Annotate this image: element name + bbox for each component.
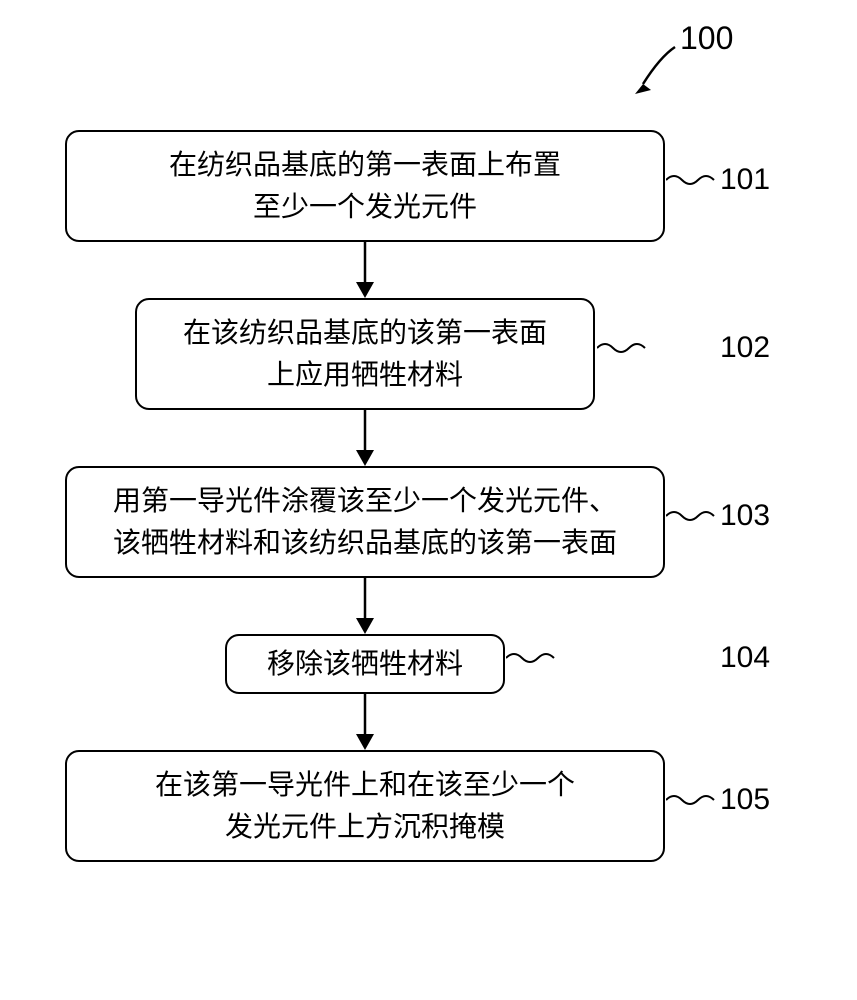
reference-arrow-100 bbox=[625, 42, 685, 97]
arrow-down-icon bbox=[351, 410, 379, 466]
flowchart-box-104: 移除该牺牲材料 bbox=[225, 634, 505, 694]
flowchart-box-103: 用第一导光件涂覆该至少一个发光元件、 该牺牲材料和该纺织品基底的该第一表面 bbox=[65, 466, 665, 578]
box-text-line2: 至少一个发光元件 bbox=[253, 186, 477, 228]
box-text-line1: 用第一导光件涂覆该至少一个发光元件、 bbox=[113, 480, 617, 522]
box-label-102: 102 bbox=[720, 331, 770, 365]
arrow-down-icon bbox=[351, 242, 379, 298]
arrow-down-icon bbox=[351, 694, 379, 750]
box-label-103: 103 bbox=[720, 499, 770, 533]
squiggle-103 bbox=[666, 506, 716, 526]
flowchart-box-101: 在纺织品基底的第一表面上布置 至少一个发光元件 bbox=[65, 130, 665, 242]
box-text-line1: 在纺织品基底的第一表面上布置 bbox=[169, 144, 561, 186]
box-text-line1: 在该第一导光件上和在该至少一个 bbox=[155, 764, 575, 806]
arrow-container-4 bbox=[65, 694, 665, 750]
box-label-101: 101 bbox=[720, 163, 770, 197]
reference-number-100: 100 bbox=[680, 20, 733, 57]
flowchart-box-102: 在该纺织品基底的该第一表面 上应用牺牲材料 bbox=[135, 298, 595, 410]
box-text-line1: 在该纺织品基底的该第一表面 bbox=[183, 312, 547, 354]
arrow-container-3 bbox=[65, 578, 665, 634]
squiggle-104 bbox=[506, 648, 556, 668]
squiggle-101 bbox=[666, 170, 716, 190]
box-text-line1: 移除该牺牲材料 bbox=[267, 643, 463, 685]
box-label-104: 104 bbox=[720, 641, 770, 675]
box-text-line2: 该牺牲材料和该纺织品基底的该第一表面 bbox=[113, 522, 617, 564]
flowchart-container: 在纺织品基底的第一表面上布置 至少一个发光元件 在该纺织品基底的该第一表面 上应… bbox=[65, 130, 665, 862]
box-label-105: 105 bbox=[720, 783, 770, 817]
ref-text: 100 bbox=[680, 20, 733, 56]
squiggle-102 bbox=[597, 338, 647, 358]
arrow-down-icon bbox=[351, 578, 379, 634]
box-text-line2: 上应用牺牲材料 bbox=[267, 354, 463, 396]
arrow-container-1 bbox=[65, 242, 665, 298]
flowchart-box-105: 在该第一导光件上和在该至少一个 发光元件上方沉积掩模 bbox=[65, 750, 665, 862]
squiggle-105 bbox=[666, 790, 716, 810]
arrow-container-2 bbox=[65, 410, 665, 466]
box-text-line2: 发光元件上方沉积掩模 bbox=[225, 806, 505, 848]
